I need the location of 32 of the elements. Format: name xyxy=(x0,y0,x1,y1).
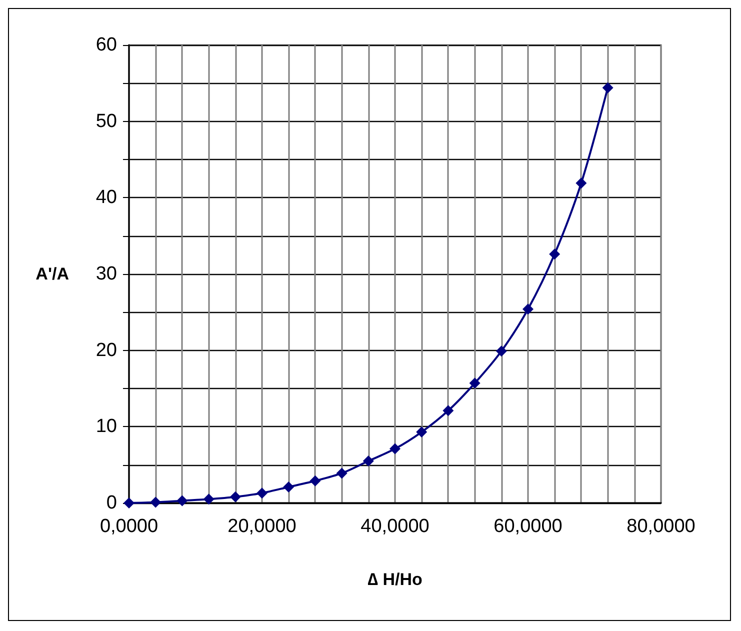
point xyxy=(283,481,294,492)
y-tick-label: 0 xyxy=(106,492,117,514)
x-tick-label: 40,0000 xyxy=(360,516,430,537)
point xyxy=(336,468,348,479)
x-tick-label: 0,0000 xyxy=(100,516,158,537)
x-axis-title: ∆ H/Ho xyxy=(368,570,422,589)
point xyxy=(310,475,321,486)
y-tick-label: 60 xyxy=(96,34,117,56)
y-tick-label: 30 xyxy=(96,264,117,284)
point xyxy=(522,304,534,315)
point xyxy=(203,494,214,505)
point xyxy=(576,178,587,189)
point xyxy=(176,495,188,506)
point xyxy=(150,496,162,508)
point xyxy=(469,378,480,389)
point xyxy=(362,456,374,467)
x-tick-label: 60,0000 xyxy=(494,516,562,537)
point xyxy=(416,426,428,438)
point xyxy=(549,248,560,260)
point xyxy=(256,488,268,499)
x-tick-label: 20,0000 xyxy=(228,516,296,537)
x-tick-label: 80,0000 xyxy=(626,516,696,537)
point xyxy=(602,82,614,94)
y-tick-label: 40 xyxy=(96,187,117,208)
point xyxy=(442,405,454,416)
y-axis-title: A'/A xyxy=(36,264,69,284)
y-tick-label: 10 xyxy=(96,416,117,438)
y-tick-label: 20 xyxy=(96,340,117,361)
point xyxy=(496,346,507,357)
y-tick-label: 50 xyxy=(96,110,117,132)
point xyxy=(230,491,241,502)
point xyxy=(390,443,400,454)
